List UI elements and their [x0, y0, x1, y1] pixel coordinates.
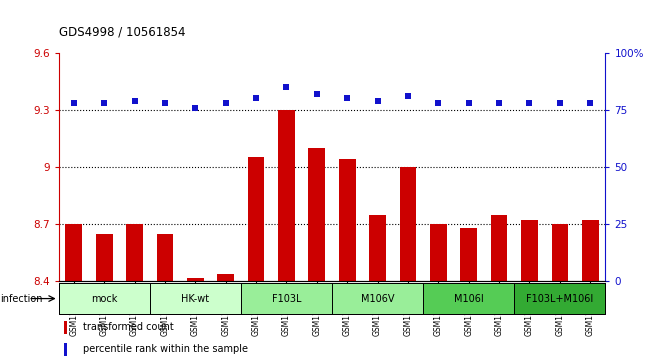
- Bar: [241, 283, 332, 314]
- Bar: [247, 158, 264, 281]
- Bar: [514, 283, 605, 314]
- Bar: [64, 343, 67, 356]
- Point: [372, 98, 383, 103]
- Point: [99, 100, 109, 106]
- Text: F103L+M106I: F103L+M106I: [526, 294, 594, 303]
- Point: [585, 100, 596, 106]
- Bar: [59, 283, 150, 314]
- Bar: [521, 220, 538, 281]
- Point: [464, 100, 474, 106]
- Bar: [187, 278, 204, 281]
- Bar: [551, 224, 568, 281]
- Bar: [150, 283, 241, 314]
- Point: [494, 100, 505, 106]
- Point: [342, 95, 352, 101]
- Bar: [64, 321, 67, 334]
- Point: [190, 105, 201, 110]
- Bar: [96, 234, 113, 281]
- Point: [433, 100, 443, 106]
- Point: [524, 100, 534, 106]
- Bar: [309, 148, 325, 281]
- Bar: [460, 228, 477, 281]
- Point: [159, 100, 170, 106]
- Text: M106I: M106I: [454, 294, 484, 303]
- Text: percentile rank within the sample: percentile rank within the sample: [83, 344, 248, 354]
- Bar: [156, 234, 173, 281]
- Bar: [278, 110, 295, 281]
- Text: GDS4998 / 10561854: GDS4998 / 10561854: [59, 25, 185, 38]
- Text: mock: mock: [91, 294, 117, 303]
- Bar: [126, 224, 143, 281]
- Point: [130, 98, 140, 103]
- Text: HK-wt: HK-wt: [181, 294, 210, 303]
- Text: infection: infection: [0, 294, 42, 303]
- Bar: [332, 283, 423, 314]
- Point: [221, 100, 231, 106]
- Text: transformed count: transformed count: [83, 322, 174, 332]
- Bar: [65, 224, 82, 281]
- Bar: [430, 224, 447, 281]
- Point: [251, 95, 261, 101]
- Text: F103L: F103L: [271, 294, 301, 303]
- Point: [555, 100, 565, 106]
- Bar: [582, 220, 598, 281]
- Bar: [217, 274, 234, 281]
- Point: [312, 91, 322, 97]
- Bar: [400, 167, 416, 281]
- Point: [403, 93, 413, 99]
- Bar: [369, 215, 386, 281]
- Bar: [339, 159, 355, 281]
- Bar: [423, 283, 514, 314]
- Point: [281, 84, 292, 90]
- Point: [68, 100, 79, 106]
- Bar: [491, 215, 507, 281]
- Text: M106V: M106V: [361, 294, 395, 303]
